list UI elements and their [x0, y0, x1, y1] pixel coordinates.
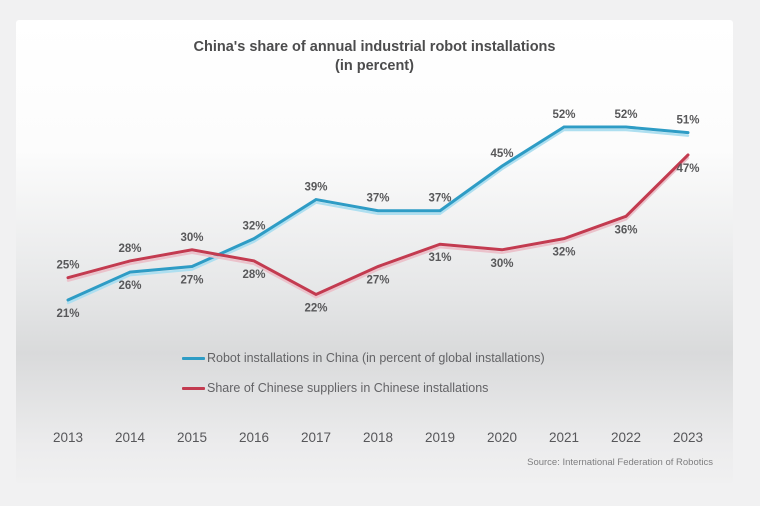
data-label: 31%: [428, 252, 451, 264]
data-label: 30%: [180, 232, 203, 244]
series-line-glow-1: [66, 156, 690, 299]
x-axis-label: 2023: [672, 430, 704, 445]
chart-legend: Robot installations in China (in percent…: [182, 349, 545, 409]
data-label: 37%: [428, 193, 451, 205]
series-line-glow-0: [66, 128, 690, 305]
chart-title-line2: (in percent): [335, 58, 414, 74]
data-label: 25%: [56, 260, 79, 272]
x-axis-label: 2013: [52, 430, 84, 445]
chart-title: China's share of annual industrial robot…: [16, 38, 733, 76]
data-label: 37%: [366, 193, 389, 205]
data-label: 32%: [552, 247, 575, 259]
series-line-0: [66, 125, 690, 302]
data-label: 22%: [304, 302, 327, 314]
data-label: 52%: [552, 109, 575, 121]
data-label: 21%: [56, 308, 79, 320]
data-label: 52%: [614, 109, 637, 121]
x-axis-label: 2015: [176, 430, 208, 445]
legend-label: Share of Chinese suppliers in Chinese in…: [207, 381, 489, 395]
data-label: 27%: [180, 275, 203, 287]
x-axis-label: 2018: [362, 430, 394, 445]
legend-item-chinese-suppliers: Share of Chinese suppliers in Chinese in…: [182, 379, 545, 397]
data-label: 47%: [676, 163, 699, 175]
data-label: 30%: [490, 258, 513, 270]
x-axis-label: 2021: [548, 430, 580, 445]
data-label: 26%: [118, 280, 141, 292]
legend-label: Robot installations in China (in percent…: [207, 351, 545, 365]
x-axis-label: 2020: [486, 430, 518, 445]
data-label: 27%: [366, 275, 389, 287]
legend-item-robot-installations: Robot installations in China (in percent…: [182, 349, 545, 367]
source-attribution: Source: International Federation of Robo…: [527, 457, 713, 468]
line-chart-plot: 21% 26% 27% 32% 39% 37% 37% 45% 52% 52% 51% 25% 28% 3…: [56, 109, 699, 320]
x-axis-label: 2022: [610, 430, 642, 445]
data-label: 51%: [676, 115, 699, 127]
data-label: 28%: [242, 269, 265, 281]
red-line-legend-marker: [182, 386, 205, 390]
data-label: 32%: [242, 221, 265, 233]
x-axis-label: 2019: [424, 430, 456, 445]
x-axis-label: 2016: [238, 430, 270, 445]
chart-card: China's share of annual industrial robot…: [16, 20, 733, 483]
data-label: 36%: [614, 224, 637, 236]
chart-title-line1: China's share of annual industrial robot…: [193, 39, 556, 55]
x-axis-labels: 2013 2014 2015 2016 2017 2018 2019 2020 2021 2022…: [16, 430, 733, 448]
data-label: 39%: [304, 182, 327, 194]
x-axis-label: 2017: [300, 430, 332, 445]
series-line-1: [66, 153, 690, 297]
data-label: 45%: [490, 148, 513, 160]
blue-line-legend-marker: [182, 356, 205, 360]
data-label: 28%: [118, 243, 141, 255]
x-axis-label: 2014: [114, 430, 146, 445]
